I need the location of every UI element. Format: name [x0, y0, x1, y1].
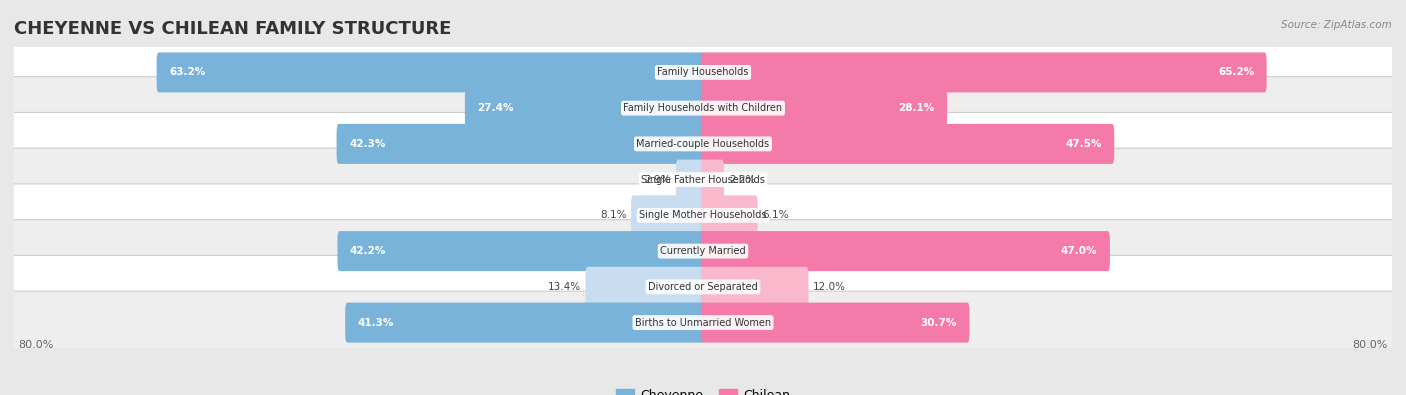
FancyBboxPatch shape: [6, 77, 1400, 139]
Text: Currently Married: Currently Married: [661, 246, 745, 256]
FancyBboxPatch shape: [700, 88, 948, 128]
FancyBboxPatch shape: [585, 267, 706, 307]
FancyBboxPatch shape: [676, 160, 706, 199]
FancyBboxPatch shape: [156, 53, 706, 92]
Text: 27.4%: 27.4%: [478, 103, 513, 113]
Text: 2.2%: 2.2%: [728, 175, 755, 184]
Text: 2.9%: 2.9%: [644, 175, 671, 184]
Text: 8.1%: 8.1%: [600, 211, 626, 220]
Text: 47.5%: 47.5%: [1066, 139, 1102, 149]
Legend: Cheyenne, Chilean: Cheyenne, Chilean: [610, 384, 796, 395]
Text: 63.2%: 63.2%: [169, 68, 205, 77]
Text: Single Mother Households: Single Mother Households: [640, 211, 766, 220]
FancyBboxPatch shape: [336, 124, 706, 164]
FancyBboxPatch shape: [6, 220, 1400, 282]
Text: Source: ZipAtlas.com: Source: ZipAtlas.com: [1281, 20, 1392, 30]
FancyBboxPatch shape: [465, 88, 706, 128]
Text: 6.1%: 6.1%: [762, 211, 789, 220]
Text: 80.0%: 80.0%: [1353, 340, 1388, 350]
Text: CHEYENNE VS CHILEAN FAMILY STRUCTURE: CHEYENNE VS CHILEAN FAMILY STRUCTURE: [14, 20, 451, 38]
FancyBboxPatch shape: [700, 231, 1109, 271]
FancyBboxPatch shape: [346, 303, 706, 342]
Text: 65.2%: 65.2%: [1218, 68, 1254, 77]
FancyBboxPatch shape: [631, 196, 706, 235]
Text: Single Father Households: Single Father Households: [641, 175, 765, 184]
FancyBboxPatch shape: [6, 113, 1400, 175]
Text: 47.0%: 47.0%: [1062, 246, 1098, 256]
Text: 80.0%: 80.0%: [18, 340, 53, 350]
FancyBboxPatch shape: [700, 267, 808, 307]
Text: 41.3%: 41.3%: [357, 318, 394, 327]
FancyBboxPatch shape: [6, 256, 1400, 318]
Text: 42.2%: 42.2%: [350, 246, 387, 256]
Text: 12.0%: 12.0%: [813, 282, 846, 292]
Text: 42.3%: 42.3%: [349, 139, 385, 149]
FancyBboxPatch shape: [700, 53, 1267, 92]
FancyBboxPatch shape: [700, 124, 1114, 164]
FancyBboxPatch shape: [6, 148, 1400, 211]
FancyBboxPatch shape: [700, 160, 724, 199]
Text: 28.1%: 28.1%: [898, 103, 935, 113]
FancyBboxPatch shape: [6, 41, 1400, 104]
FancyBboxPatch shape: [700, 303, 970, 342]
FancyBboxPatch shape: [337, 231, 706, 271]
Text: 13.4%: 13.4%: [547, 282, 581, 292]
FancyBboxPatch shape: [6, 291, 1400, 354]
FancyBboxPatch shape: [6, 184, 1400, 247]
Text: Family Households: Family Households: [658, 68, 748, 77]
Text: Married-couple Households: Married-couple Households: [637, 139, 769, 149]
Text: Family Households with Children: Family Households with Children: [623, 103, 783, 113]
Text: Births to Unmarried Women: Births to Unmarried Women: [636, 318, 770, 327]
Text: Divorced or Separated: Divorced or Separated: [648, 282, 758, 292]
FancyBboxPatch shape: [700, 196, 758, 235]
Text: 30.7%: 30.7%: [921, 318, 957, 327]
